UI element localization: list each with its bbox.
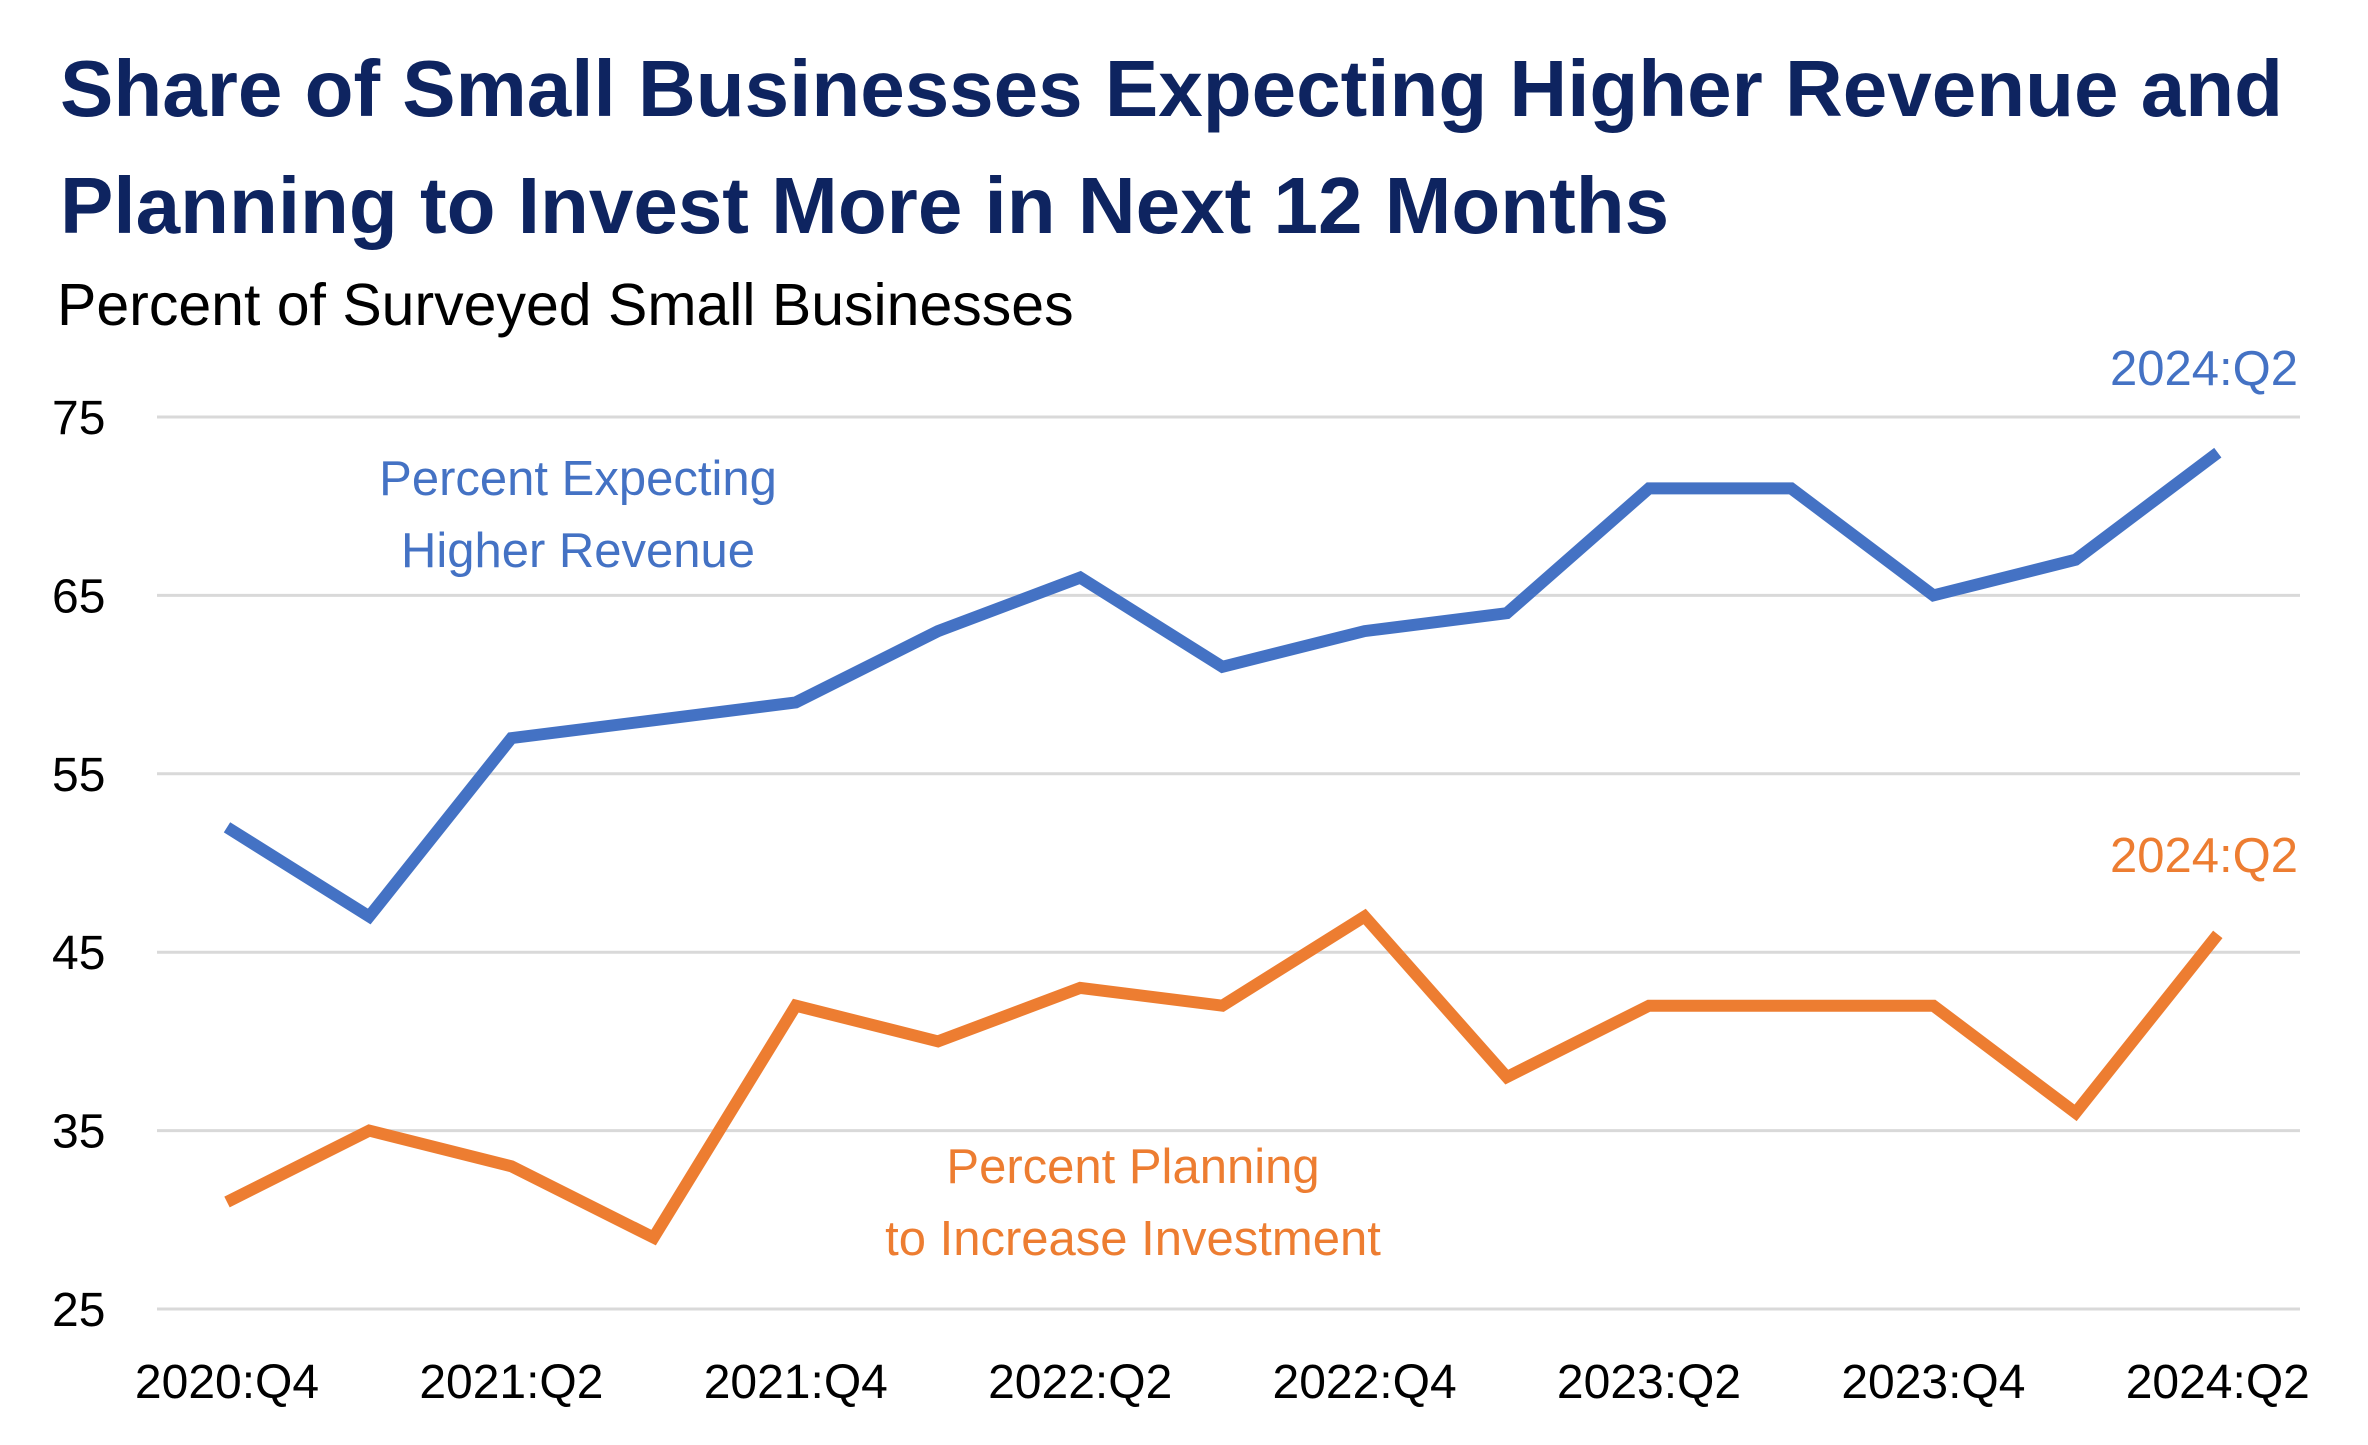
series-label-revenue-line-1: Percent Expecting bbox=[379, 452, 777, 506]
series-label-investment-line-1: Percent Planning bbox=[946, 1140, 1319, 1194]
series-lines bbox=[223, 447, 2223, 1246]
x-tick-label-2020-q4: 2020:Q4 bbox=[135, 1356, 319, 1409]
series-label-revenue-line-2: Higher Revenue bbox=[401, 524, 755, 578]
chart-title-line-1: Share of Small Businesses Expecting High… bbox=[60, 44, 2283, 133]
x-tick-label-2021-q4: 2021:Q4 bbox=[704, 1356, 888, 1409]
y-tick-label-45: 45 bbox=[52, 927, 105, 980]
y-tick-label-25: 25 bbox=[52, 1284, 105, 1337]
y-tick-label-55: 55 bbox=[52, 749, 105, 802]
y-axis: 75 65 55 45 35 25 bbox=[52, 392, 105, 1337]
x-tick-label-2023-q4: 2023:Q4 bbox=[1841, 1356, 2025, 1409]
y-tick-label-65: 65 bbox=[52, 570, 105, 623]
x-tick-label-2021-q2: 2021:Q2 bbox=[419, 1356, 603, 1409]
x-axis: 2020:Q4 2021:Q2 2021:Q4 2022:Q2 2022:Q4 2023:… bbox=[135, 1356, 2310, 1409]
chart-subtitle: Percent of Surveyed Small Businesses bbox=[57, 272, 1074, 338]
series-line-investment bbox=[224, 908, 2223, 1246]
x-tick-label-2024-q2: 2024:Q2 bbox=[2126, 1356, 2310, 1409]
series-line-revenue bbox=[223, 447, 2222, 925]
y-tick-label-35: 35 bbox=[52, 1106, 105, 1159]
chart-title: Share of Small Businesses Expecting High… bbox=[60, 30, 2320, 264]
x-tick-label-2023-q2: 2023:Q2 bbox=[1557, 1356, 1741, 1409]
series-end-label-revenue: 2024:Q2 bbox=[2110, 342, 2298, 396]
series-end-label-investment: 2024:Q2 bbox=[2110, 829, 2298, 883]
chart-title-line-2: Planning to Invest More in Next 12 Month… bbox=[60, 161, 1670, 250]
y-tick-label-75: 75 bbox=[52, 392, 105, 445]
gridlines bbox=[157, 415, 2300, 1311]
series-labels: Percent Expecting Higher Revenue 2024:Q2 Pe… bbox=[379, 342, 2298, 1266]
x-tick-label-2022-q2: 2022:Q2 bbox=[988, 1356, 1172, 1409]
series-label-investment-line-2: to Increase Investment bbox=[885, 1212, 1381, 1266]
x-tick-label-2022-q4: 2022:Q4 bbox=[1273, 1356, 1457, 1409]
